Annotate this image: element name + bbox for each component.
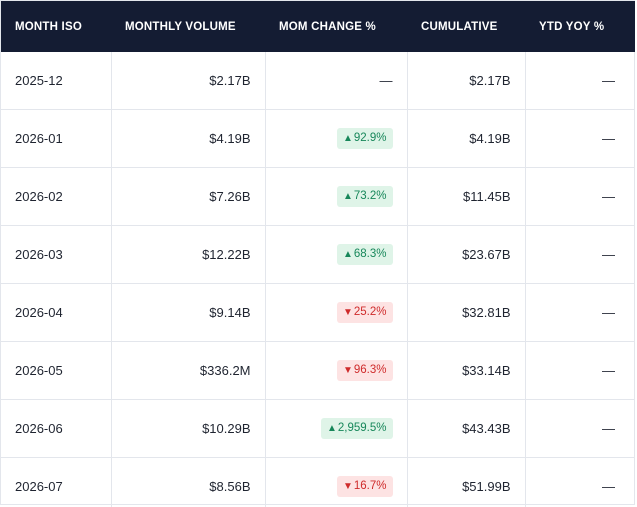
mom-change-value: 16.7% (353, 480, 387, 492)
cell-ytd-yoy: — (525, 109, 635, 168)
table-row[interactable]: 2025-12 $2.17B — $2.17B — (1, 52, 635, 110)
cell-month-iso: 2026-06 (1, 399, 112, 458)
cell-monthly-volume: $10.29B (111, 399, 266, 458)
triangle-down-icon: ▼ (342, 307, 353, 318)
cell-mom-change: ▼25.2% (265, 283, 408, 342)
cell-monthly-volume: $12.22B (111, 225, 266, 284)
table-row[interactable]: 2026-07 $8.56B ▼16.7% $51.99B — (1, 457, 635, 507)
column-header-month-iso[interactable]: MONTH ISO (1, 1, 111, 52)
mom-change-badge: ▲68.3% (336, 244, 393, 265)
cell-ytd-yoy: — (525, 283, 635, 342)
cell-month-iso: 2026-07 (1, 457, 112, 507)
mom-change-badge: ▲73.2% (336, 186, 393, 207)
triangle-up-icon: ▲ (342, 133, 353, 144)
mom-change-badge: ▼96.3% (336, 360, 393, 381)
cell-cumulative: $23.67B (407, 225, 526, 284)
mom-change-value: 92.9% (353, 132, 387, 144)
mom-change-value: 68.3% (353, 248, 387, 260)
cell-monthly-volume: $9.14B (111, 283, 266, 342)
table-row[interactable]: 2026-02 $7.26B ▲73.2% $11.45B — (1, 167, 635, 226)
cell-monthly-volume: $8.56B (111, 457, 266, 507)
mom-change-badge: ▲92.9% (336, 128, 393, 149)
cell-monthly-volume: $7.26B (111, 167, 266, 226)
mom-change-value: 96.3% (353, 364, 387, 376)
mom-change-value: 25.2% (353, 306, 387, 318)
triangle-up-icon: ▲ (326, 423, 337, 434)
cell-ytd-yoy: — (525, 225, 635, 284)
table-row[interactable]: 2026-01 $4.19B ▲92.9% $4.19B — (1, 109, 635, 168)
cell-monthly-volume: $2.17B (111, 52, 266, 110)
cell-mom-change: ▲2,959.5% (265, 399, 408, 458)
table-row[interactable]: 2026-05 $336.2M ▼96.3% $33.14B — (1, 341, 635, 400)
cell-ytd-yoy: — (525, 52, 635, 110)
table-row[interactable]: 2026-06 $10.29B ▲2,959.5% $43.43B — (1, 399, 635, 458)
cell-ytd-yoy: — (525, 399, 635, 458)
table-header: MONTH ISO MONTHLY VOLUME MOM CHANGE % CU… (1, 1, 635, 52)
cell-month-iso: 2026-01 (1, 109, 112, 168)
column-header-monthly-volume[interactable]: MONTHLY VOLUME (111, 1, 265, 52)
mom-change-badge: ▲2,959.5% (320, 418, 393, 439)
mom-change-value: 73.2% (353, 190, 387, 202)
cell-cumulative: $32.81B (407, 283, 526, 342)
cell-cumulative: $2.17B (407, 52, 526, 110)
cell-monthly-volume: $336.2M (111, 341, 266, 400)
table-row[interactable]: 2026-04 $9.14B ▼25.2% $32.81B — (1, 283, 635, 342)
cell-cumulative: $11.45B (407, 167, 526, 226)
mom-change-value: 2,959.5% (337, 422, 387, 434)
cell-mom-change: ▲92.9% (265, 109, 408, 168)
mom-change-badge: ▼25.2% (336, 302, 393, 323)
cell-monthly-volume: $4.19B (111, 109, 266, 168)
mom-change-empty: — (379, 73, 393, 88)
column-header-ytd-yoy[interactable]: YTD YOY % (525, 1, 635, 52)
cell-mom-change: ▼96.3% (265, 341, 408, 400)
column-header-cumulative[interactable]: CUMULATIVE (407, 1, 525, 52)
cell-ytd-yoy: — (525, 457, 635, 507)
cell-month-iso: 2025-12 (1, 52, 112, 110)
triangle-up-icon: ▲ (342, 191, 353, 202)
cell-cumulative: $33.14B (407, 341, 526, 400)
cell-cumulative: $51.99B (407, 457, 526, 507)
cell-month-iso: 2026-03 (1, 225, 112, 284)
header-row: MONTH ISO MONTHLY VOLUME MOM CHANGE % CU… (1, 1, 635, 52)
cell-ytd-yoy: — (525, 167, 635, 226)
cell-mom-change: ▲73.2% (265, 167, 408, 226)
cell-month-iso: 2026-04 (1, 283, 112, 342)
triangle-down-icon: ▼ (342, 365, 353, 376)
triangle-down-icon: ▼ (342, 481, 353, 492)
cell-mom-change: — (265, 52, 408, 110)
cell-mom-change: ▲68.3% (265, 225, 408, 284)
cell-cumulative: $4.19B (407, 109, 526, 168)
cell-month-iso: 2026-05 (1, 341, 112, 400)
table-body: 2025-12 $2.17B — $2.17B —2026-01 $4.19B ▲92.9%… (1, 52, 635, 507)
cell-ytd-yoy: — (525, 341, 635, 400)
column-header-mom-change[interactable]: MOM CHANGE % (265, 1, 407, 52)
cell-mom-change: ▼16.7% (265, 457, 408, 507)
cell-cumulative: $43.43B (407, 399, 526, 458)
table-row[interactable]: 2026-03 $12.22B ▲68.3% $23.67B — (1, 225, 635, 284)
cell-month-iso: 2026-02 (1, 167, 112, 226)
triangle-up-icon: ▲ (342, 249, 353, 260)
mom-change-badge: ▼16.7% (336, 476, 393, 497)
